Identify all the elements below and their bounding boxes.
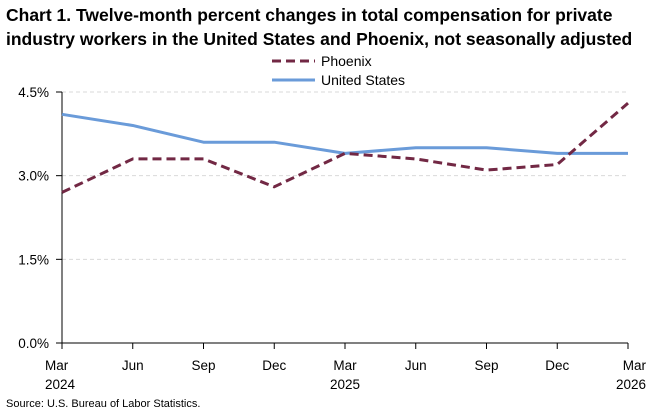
- x-tick-label: Jun: [122, 358, 144, 373]
- chart-title: Chart 1. Twelve-month percent changes in…: [6, 5, 633, 49]
- x-tick-label: Mar: [45, 358, 69, 373]
- x-tick-year-label: 2025: [330, 377, 360, 392]
- x-tick-year-label: 2026: [616, 377, 646, 392]
- source-note: Source: U.S. Bureau of Labor Statistics.: [6, 398, 201, 410]
- x-tick-label: Sep: [474, 358, 498, 373]
- gridlines: [62, 91, 628, 260]
- y-tick-label: 3.0%: [18, 169, 49, 184]
- legend-label: Phoenix: [321, 53, 372, 69]
- x-axis-ticks: Mar 2024 Jun Sep Dec Mar 2025 Jun Sep Dec Mar 2026: [45, 358, 647, 392]
- series-line-phoenix: [61, 102, 629, 194]
- y-tick-label: 1.5%: [18, 252, 49, 267]
- y-axis-ticks: 0.0% 1.5% 3.0% 4.5%: [18, 85, 49, 351]
- x-tick-label: Dec: [545, 358, 569, 373]
- legend-label: United States: [321, 72, 405, 88]
- x-tick-label: Jun: [405, 358, 427, 373]
- x-tick-label: Mar: [623, 358, 647, 373]
- y-tick-label: 0.0%: [18, 336, 49, 351]
- series-line-united-states: [61, 112, 628, 155]
- x-tick-label: Mar: [333, 358, 357, 373]
- x-tick-label: Dec: [262, 358, 286, 373]
- series-lines: [61, 102, 629, 194]
- x-tick-year-label: 2024: [45, 377, 76, 392]
- y-tick-label: 4.5%: [18, 85, 49, 100]
- x-tick-label: Sep: [191, 358, 215, 373]
- legend: Phoenix United States: [272, 53, 405, 88]
- axes: [56, 91, 629, 349]
